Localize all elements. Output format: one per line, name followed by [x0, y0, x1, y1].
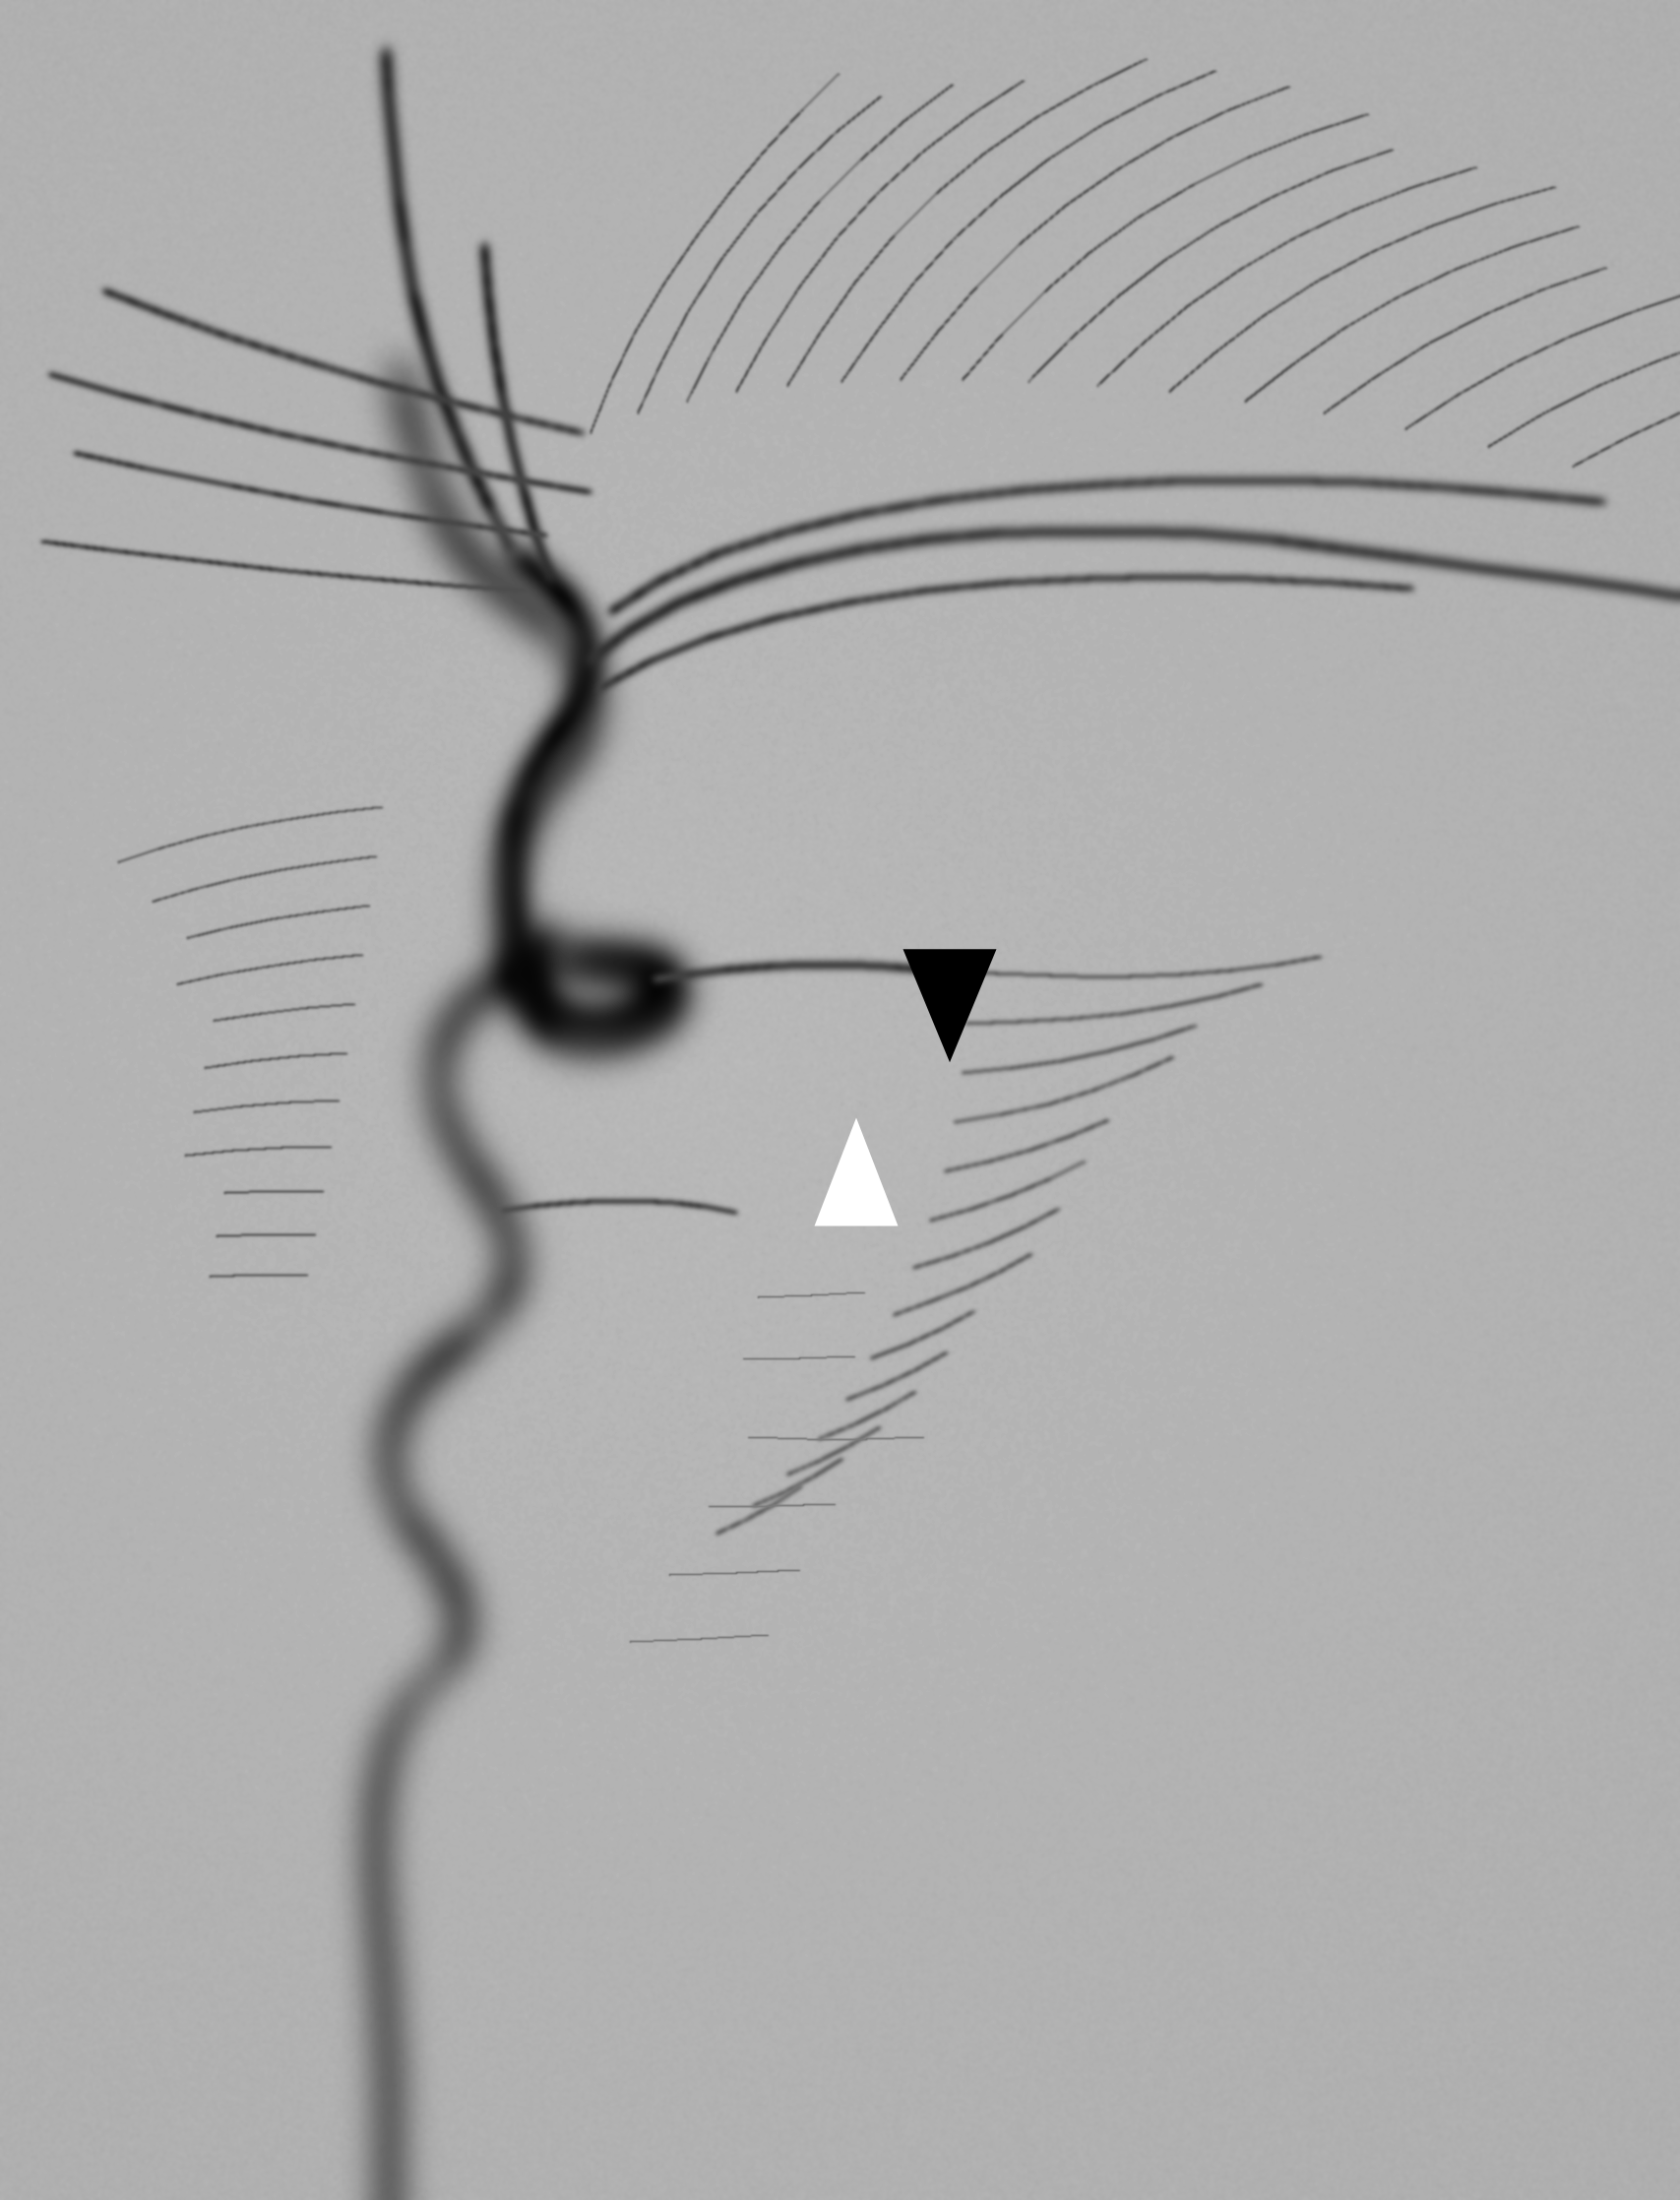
Polygon shape: [902, 948, 996, 1063]
Polygon shape: [813, 1118, 897, 1225]
